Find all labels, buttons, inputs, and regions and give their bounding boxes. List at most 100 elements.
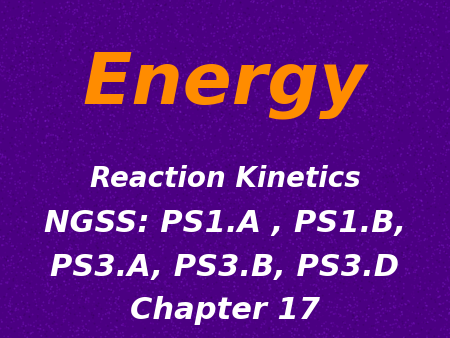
Point	[227, 80, 234, 85]
Point	[298, 285, 305, 291]
Point	[37, 78, 45, 84]
Point	[122, 88, 129, 93]
Point	[171, 199, 179, 204]
Point	[283, 93, 290, 98]
Point	[107, 190, 114, 195]
Point	[418, 171, 425, 177]
Point	[251, 280, 258, 285]
Point	[49, 225, 56, 230]
Point	[290, 58, 297, 63]
Point	[409, 265, 416, 270]
Point	[431, 38, 438, 43]
Point	[257, 96, 265, 101]
Point	[302, 290, 309, 295]
Point	[122, 323, 129, 329]
Point	[93, 121, 100, 126]
Point	[214, 96, 221, 101]
Point	[19, 13, 26, 18]
Point	[2, 154, 9, 159]
Point	[135, 243, 142, 248]
Point	[222, 228, 229, 233]
Point	[269, 0, 276, 4]
Point	[336, 78, 343, 84]
Point	[146, 213, 153, 218]
Point	[440, 151, 447, 157]
Point	[149, 83, 156, 88]
Point	[113, 121, 121, 126]
Point	[8, 311, 15, 316]
Point	[199, 205, 206, 210]
Point	[356, 154, 363, 160]
Point	[246, 207, 253, 212]
Point	[410, 8, 417, 14]
Point	[232, 90, 239, 95]
Point	[272, 259, 279, 264]
Point	[0, 234, 7, 239]
Point	[125, 249, 132, 255]
Point	[429, 261, 436, 266]
Point	[76, 218, 84, 223]
Point	[435, 68, 442, 73]
Point	[146, 57, 153, 63]
Point	[152, 172, 159, 177]
Point	[166, 245, 174, 251]
Point	[30, 160, 37, 165]
Point	[261, 25, 268, 31]
Point	[87, 157, 94, 163]
Point	[239, 283, 247, 288]
Point	[365, 35, 373, 41]
Point	[16, 215, 23, 220]
Point	[28, 119, 36, 124]
Point	[277, 78, 284, 83]
Point	[282, 64, 289, 69]
Point	[173, 52, 180, 58]
Point	[307, 47, 314, 53]
Point	[255, 286, 262, 291]
Point	[9, 240, 16, 245]
Point	[77, 33, 84, 39]
Point	[114, 308, 122, 313]
Point	[194, 113, 201, 119]
Point	[243, 207, 250, 212]
Point	[45, 224, 53, 230]
Point	[382, 0, 390, 4]
Point	[336, 13, 343, 19]
Point	[18, 124, 25, 130]
Point	[358, 27, 365, 32]
Point	[224, 82, 231, 87]
Point	[274, 157, 281, 163]
Point	[80, 94, 87, 100]
Point	[30, 88, 37, 93]
Point	[69, 144, 76, 149]
Point	[232, 73, 239, 78]
Point	[372, 311, 379, 316]
Point	[175, 126, 182, 131]
Point	[108, 71, 116, 76]
Point	[202, 237, 209, 243]
Point	[426, 185, 433, 190]
Point	[230, 145, 238, 150]
Point	[376, 14, 383, 19]
Point	[20, 84, 27, 90]
Point	[276, 85, 284, 91]
Point	[254, 216, 261, 222]
Point	[322, 154, 329, 159]
Point	[121, 105, 128, 111]
Point	[53, 159, 60, 165]
Point	[145, 145, 153, 151]
Point	[155, 282, 162, 287]
Point	[7, 199, 14, 205]
Point	[366, 75, 373, 80]
Point	[323, 307, 330, 312]
Point	[281, 160, 288, 165]
Point	[70, 238, 77, 243]
Point	[290, 80, 297, 86]
Point	[140, 332, 147, 338]
Point	[287, 104, 294, 110]
Point	[234, 249, 241, 254]
Point	[434, 123, 441, 128]
Point	[275, 156, 283, 162]
Point	[383, 311, 390, 316]
Point	[427, 190, 434, 195]
Point	[99, 232, 106, 237]
